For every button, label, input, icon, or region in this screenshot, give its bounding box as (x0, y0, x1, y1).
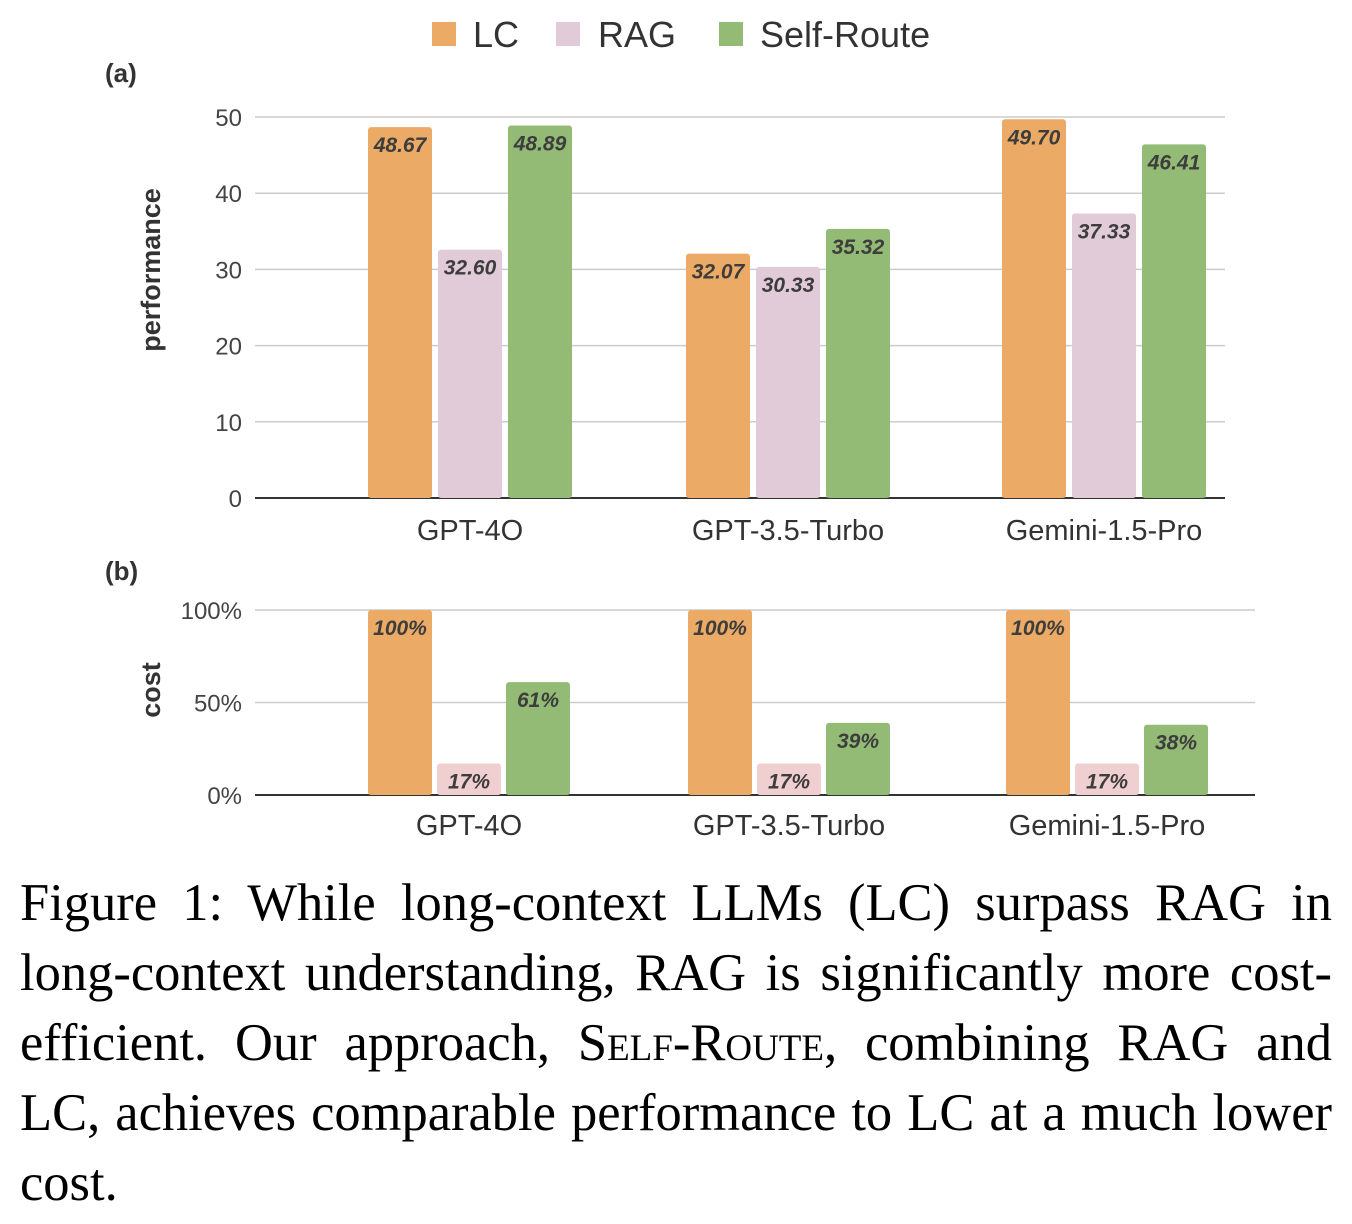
panel-b-bar-lc-gpt-4o (368, 610, 432, 795)
panel-b-y-tick-label: 100% (181, 598, 242, 625)
panel-a-y-axis-title: performance (136, 188, 166, 352)
panel-b-data-label-rag-gemini-1-5-pro: 17% (1086, 771, 1128, 794)
figure-caption: Figure 1: While long-context LLMs (LC) s… (20, 868, 1332, 1218)
panel-a-data-label-self-route-gpt-4o: 48.89 (513, 132, 567, 155)
panel-a-bar-rag-gpt-3-5-turbo (756, 266, 820, 498)
panel-b-data-label-lc-gemini-1-5-pro: 100% (1011, 617, 1065, 640)
panel-b-bar-self-route-gpt-3-5-turbo (826, 722, 890, 795)
panel-a-y-tick-label: 0 (229, 486, 242, 513)
panel-a-data-label-self-route-gpt-3-5-turbo: 35.32 (832, 236, 885, 259)
figure: LC RAG Self-Route (a) performance 0 10 20 30 40 50… (105, 14, 1255, 842)
legend-label-rag: RAG (598, 14, 676, 55)
panel-a-data-label-self-route-gemini-1-5-pro: 46.41 (1147, 151, 1201, 174)
panel-a-bar-self-route-gpt-4o (508, 125, 572, 499)
panel-a-bar-lc-gpt-3-5-turbo (686, 253, 750, 498)
panel-a-data-label-lc-gpt-4o: 48.67 (373, 134, 428, 157)
legend-label-self-route: Self-Route (760, 14, 930, 55)
panel-a-y-tick-label: 10 (215, 410, 242, 437)
panel-a-bar-rag-gpt-4o (438, 249, 502, 498)
panel-a-bar-rag-gemini-1-5-pro (1072, 213, 1136, 498)
panel-b-data-label-self-route-gpt-4o: 61% (517, 689, 559, 712)
panel-b-data-label-rag-gpt-4o: 17% (448, 771, 490, 794)
legend-swatch-rag (556, 22, 580, 46)
caption-suffix: , combining RAG and LC, achieves compara… (20, 1014, 1332, 1212)
panel-b-data-label-lc-gpt-4o: 100% (373, 617, 427, 640)
panel-b-data-label-self-route-gemini-1-5-pro: 38% (1155, 732, 1197, 755)
panel-a-bar-self-route-gpt-3-5-turbo (826, 228, 890, 498)
panel-a-bar-lc-gemini-1-5-pro (1002, 119, 1066, 498)
panel-b-bar-lc-gpt-3-5-turbo (688, 610, 752, 795)
panel-b-x-category-label: GPT-3.5-Turbo (693, 810, 885, 842)
legend-swatch-lc (432, 22, 456, 46)
panel-b-bar-lc-gemini-1-5-pro (1006, 610, 1070, 795)
caption-prefix: Figure 1: While long-context LLMs (LC) s… (20, 874, 1332, 1072)
panel-a-bar-self-route-gemini-1-5-pro (1142, 144, 1206, 498)
panel-b-y-tick-label: 50% (194, 691, 242, 718)
legend-swatch-self-route (719, 22, 743, 46)
panel-a-data-label-rag-gpt-4o: 32.60 (444, 257, 497, 280)
panel-b-y-axis-title: cost (136, 662, 166, 718)
panel-a-data-label-lc-gemini-1-5-pro: 49.70 (1007, 126, 1061, 149)
panel-a-y-tick-label: 20 (215, 334, 242, 361)
panel-a-data-label-lc-gpt-3-5-turbo: 32.07 (692, 261, 746, 284)
panel-a-y-tick-label: 30 (215, 257, 242, 284)
panel-b-label: (b) (105, 556, 138, 586)
panel-b-bar-self-route-gemini-1-5-pro (1144, 724, 1208, 795)
panel-a-data-label-rag-gemini-1-5-pro: 37.33 (1078, 221, 1131, 244)
panel-b-bar-rag-gpt-4o (437, 763, 501, 795)
panel-a-bar-lc-gpt-4o (368, 127, 432, 499)
panel-b-x-category-label: GPT-4O (416, 810, 522, 842)
panel-a-label: (a) (105, 58, 137, 88)
panel-a-x-category-label: GPT-3.5-Turbo (692, 515, 884, 547)
caption-method-name: Self-Route (577, 1014, 824, 1072)
panel-b-data-label-self-route-gpt-3-5-turbo: 39% (837, 730, 879, 753)
panel-b-data-label-rag-gpt-3-5-turbo: 17% (768, 771, 810, 794)
chart-svg: LC RAG Self-Route (a) performance 0 10 20 30 40 50… (105, 14, 1255, 842)
panel-a-x-category-label: GPT-4O (417, 515, 523, 547)
legend-label-lc: LC (473, 14, 519, 55)
panel-a-y-tick-label: 50 (215, 105, 242, 132)
panel-b-bar-rag-gemini-1-5-pro (1075, 763, 1139, 795)
panel-a-data-label-rag-gpt-3-5-turbo: 30.33 (762, 274, 815, 297)
panel-b-y-tick-label: 0% (207, 783, 242, 810)
panel-a-x-category-label: Gemini-1.5-Pro (1006, 515, 1203, 547)
panel-b-bar-self-route-gpt-4o (506, 682, 570, 795)
panel-b-data-label-lc-gpt-3-5-turbo: 100% (693, 617, 747, 640)
panel-a-y-tick-label: 40 (215, 181, 242, 208)
panel-b-bar-rag-gpt-3-5-turbo (757, 763, 821, 795)
panel-b-x-category-label: Gemini-1.5-Pro (1009, 810, 1206, 842)
